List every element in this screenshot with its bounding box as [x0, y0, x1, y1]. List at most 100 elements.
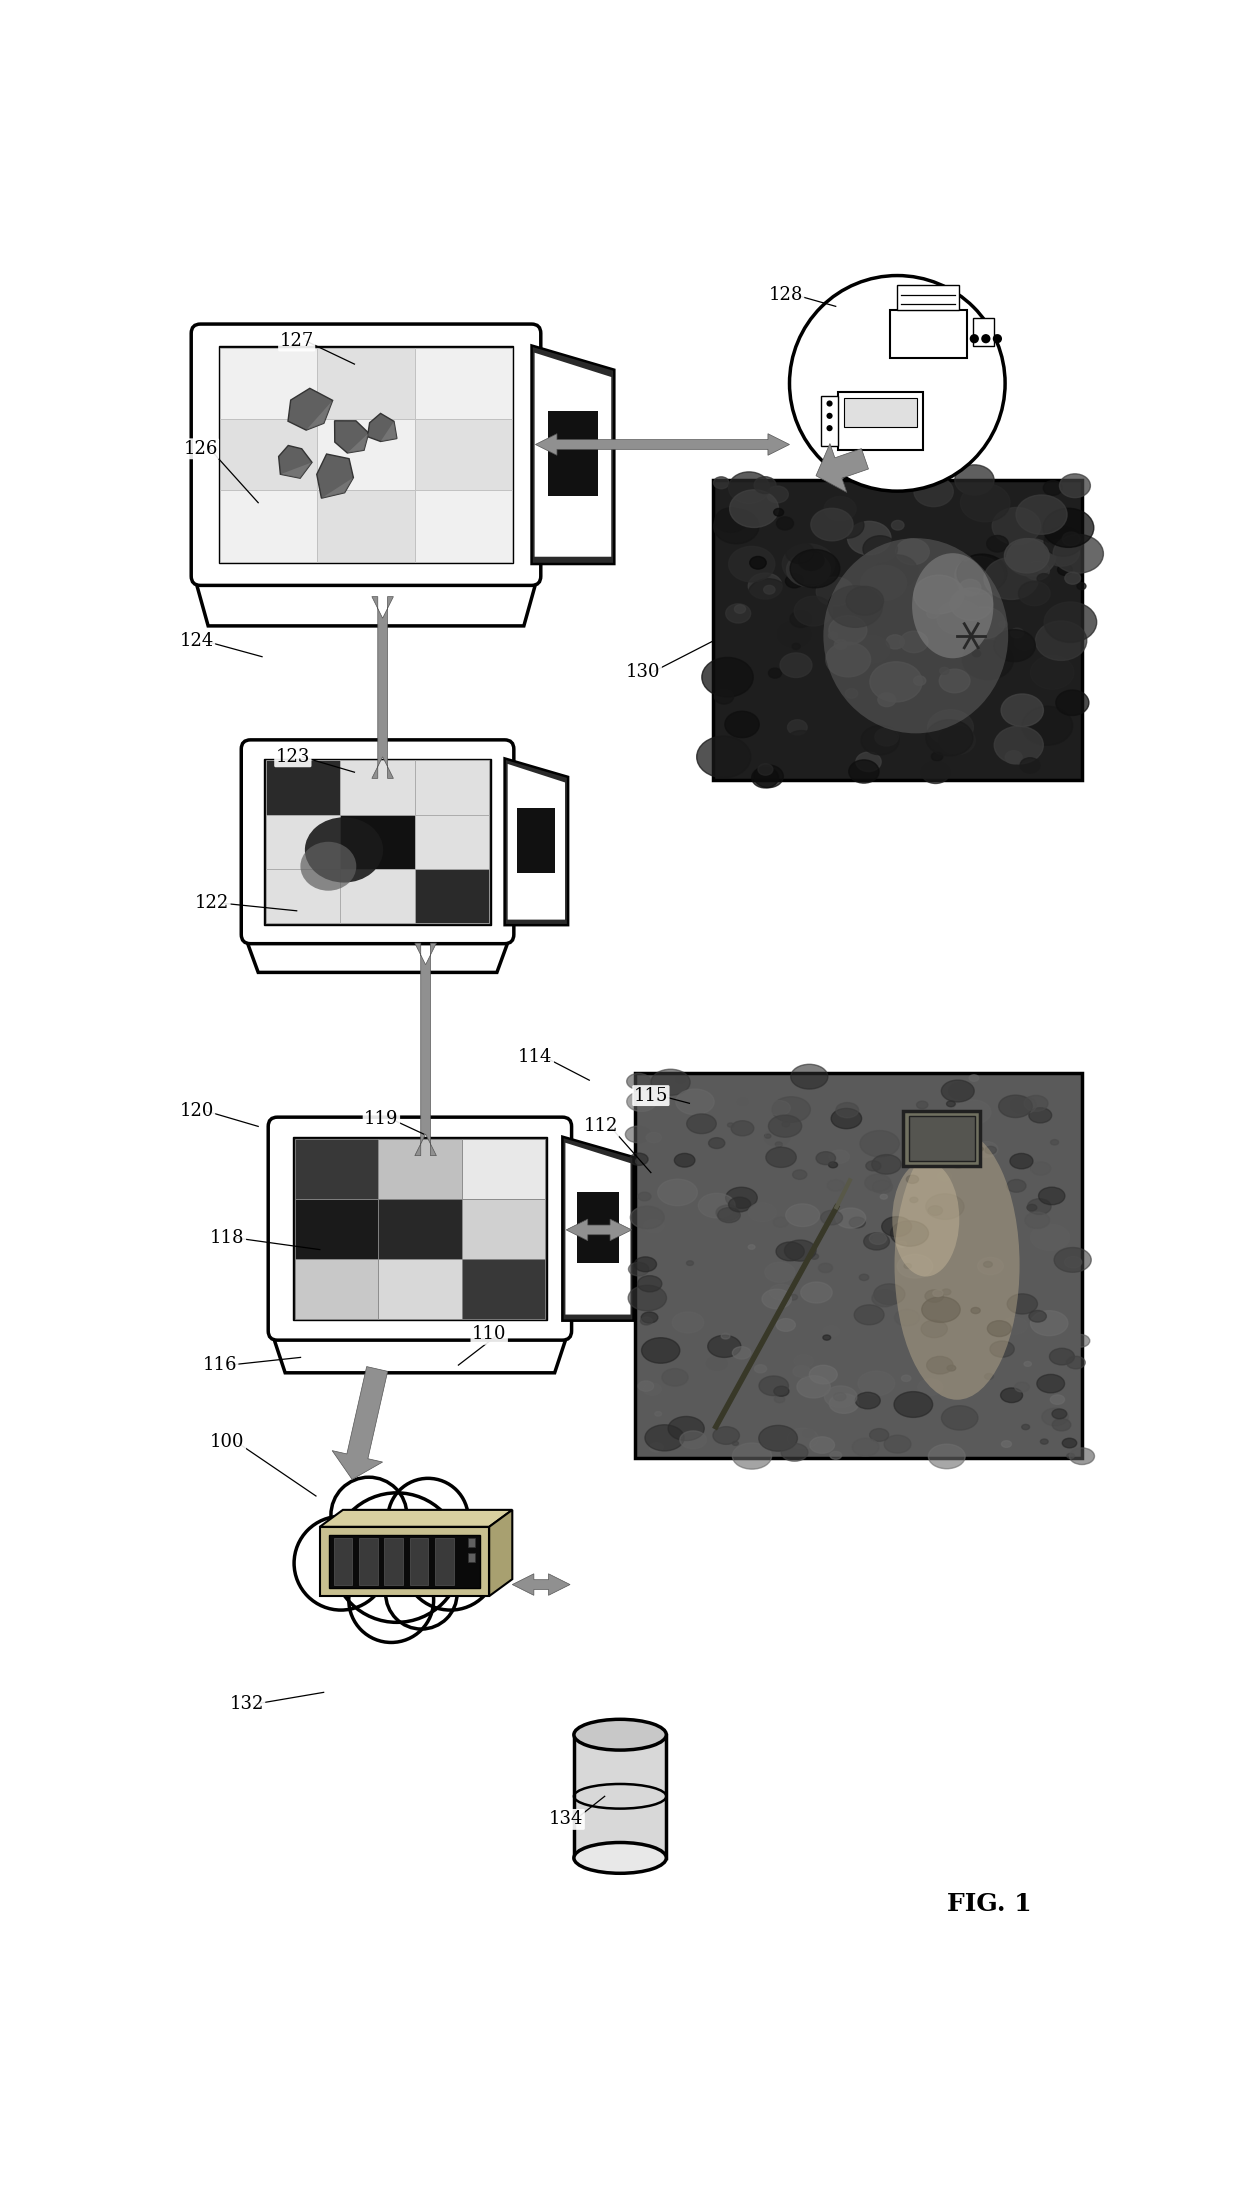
Ellipse shape [870, 662, 923, 702]
Ellipse shape [725, 711, 759, 737]
Ellipse shape [1014, 634, 1034, 651]
Ellipse shape [947, 1366, 956, 1371]
Bar [909, 1115, 975, 1162]
Ellipse shape [960, 579, 981, 596]
Ellipse shape [764, 585, 775, 594]
Circle shape [403, 1516, 497, 1610]
Ellipse shape [875, 554, 918, 587]
Text: 118: 118 [210, 1230, 244, 1247]
Ellipse shape [729, 546, 775, 583]
Ellipse shape [874, 1285, 905, 1305]
Text: 122: 122 [195, 893, 229, 913]
Ellipse shape [900, 631, 928, 653]
Ellipse shape [791, 1065, 828, 1089]
Ellipse shape [754, 1364, 766, 1373]
Bar [635, 1074, 1083, 1456]
Text: 134: 134 [549, 1811, 583, 1828]
Ellipse shape [1021, 757, 1040, 772]
Ellipse shape [1053, 535, 1104, 574]
Ellipse shape [919, 1146, 934, 1157]
Ellipse shape [828, 616, 867, 645]
Bar [317, 420, 414, 491]
Ellipse shape [918, 1379, 942, 1395]
Bar [461, 1140, 546, 1199]
Ellipse shape [733, 1441, 739, 1445]
Circle shape [332, 1494, 461, 1621]
Ellipse shape [1058, 563, 1073, 576]
Bar [340, 869, 415, 924]
Ellipse shape [713, 477, 729, 488]
Ellipse shape [1049, 1349, 1074, 1364]
Circle shape [826, 425, 832, 431]
Ellipse shape [926, 1195, 963, 1219]
Ellipse shape [828, 1162, 837, 1168]
Ellipse shape [866, 1162, 880, 1170]
Bar [360, 1538, 377, 1586]
Polygon shape [490, 1509, 512, 1597]
Ellipse shape [733, 1346, 751, 1360]
Ellipse shape [641, 1311, 658, 1322]
Polygon shape [536, 433, 790, 455]
Polygon shape [306, 400, 332, 431]
Ellipse shape [680, 1430, 707, 1450]
Ellipse shape [1043, 480, 1063, 495]
Ellipse shape [776, 1243, 805, 1261]
Ellipse shape [941, 1289, 951, 1296]
Ellipse shape [1053, 1419, 1071, 1430]
Ellipse shape [768, 1100, 790, 1115]
Ellipse shape [1002, 1441, 1012, 1448]
Ellipse shape [911, 1144, 920, 1151]
Ellipse shape [810, 1254, 818, 1258]
Ellipse shape [713, 1426, 739, 1445]
Text: 124: 124 [180, 631, 213, 651]
Ellipse shape [668, 1417, 704, 1441]
Ellipse shape [1066, 1454, 1074, 1459]
Bar [821, 396, 838, 447]
Bar [467, 1538, 475, 1547]
Ellipse shape [574, 1844, 666, 1874]
Polygon shape [415, 944, 436, 1155]
Ellipse shape [921, 1296, 960, 1322]
Ellipse shape [636, 1157, 650, 1166]
Bar [218, 345, 513, 563]
Ellipse shape [774, 1217, 789, 1228]
Ellipse shape [1050, 1395, 1065, 1404]
Ellipse shape [774, 1386, 789, 1397]
Ellipse shape [637, 1276, 662, 1291]
Bar [467, 1553, 475, 1562]
Ellipse shape [715, 508, 746, 532]
Ellipse shape [931, 752, 942, 761]
Ellipse shape [1066, 1355, 1085, 1368]
Text: 110: 110 [472, 1324, 506, 1344]
Ellipse shape [975, 1142, 998, 1157]
Polygon shape [321, 477, 353, 497]
Ellipse shape [629, 1263, 649, 1276]
Ellipse shape [785, 574, 804, 587]
Ellipse shape [866, 1234, 872, 1239]
Bar [898, 286, 959, 310]
Ellipse shape [1029, 1107, 1052, 1122]
Ellipse shape [725, 603, 750, 623]
Ellipse shape [971, 1307, 981, 1313]
Ellipse shape [968, 1076, 978, 1082]
Ellipse shape [715, 1206, 739, 1221]
Ellipse shape [708, 1335, 740, 1357]
Ellipse shape [794, 596, 833, 627]
Polygon shape [316, 453, 353, 497]
Polygon shape [567, 1219, 631, 1241]
Ellipse shape [1029, 1311, 1047, 1322]
Polygon shape [347, 433, 368, 453]
Ellipse shape [856, 752, 882, 772]
Bar [378, 1199, 461, 1258]
Ellipse shape [790, 550, 839, 587]
Ellipse shape [1055, 691, 1089, 715]
Bar [265, 814, 340, 869]
Ellipse shape [894, 1393, 932, 1417]
Ellipse shape [790, 612, 812, 627]
Circle shape [790, 275, 1006, 491]
Bar [904, 1111, 981, 1166]
Circle shape [388, 1478, 469, 1560]
Ellipse shape [1042, 1408, 1069, 1426]
Ellipse shape [864, 1232, 889, 1250]
Ellipse shape [644, 1384, 661, 1395]
